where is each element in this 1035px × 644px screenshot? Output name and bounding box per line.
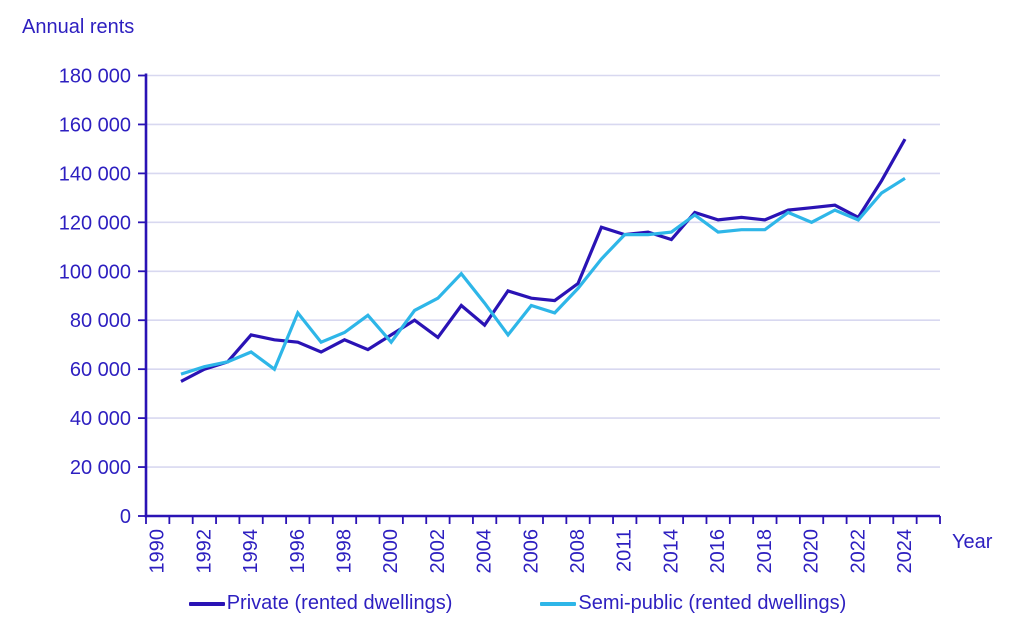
semi-public-line-swatch-icon [540,601,577,606]
x-tick-label: 2016 [707,529,729,574]
series-line-private [180,138,907,383]
x-tick-label: 2022 [847,529,869,574]
x-tick-label: 2020 [801,529,823,574]
x-axis-title: Year [952,531,993,553]
x-tick-label: 1992 [193,529,215,574]
x-tick-label: 2008 [567,529,589,574]
chart-title: Annual rents [22,16,135,38]
x-tick-label: 2000 [380,529,402,574]
x-tick-label: 2014 [660,529,682,574]
x-tick-label: 2004 [474,529,496,574]
y-tick-label: 0 [120,506,131,528]
y-tick-label: 160 000 [59,114,131,136]
private-line-swatch-icon [188,601,225,606]
x-tick-label: 1994 [240,529,262,574]
x-tick-label: 2011 [614,529,636,572]
x-tick-label: 2002 [427,529,449,574]
series-line-semi-public [180,176,906,376]
y-tick-label: 100 000 [59,261,131,283]
y-tick-label: 120 000 [59,212,131,234]
x-tick-label: 1990 [147,529,169,574]
y-tick-label: 140 000 [59,163,131,185]
x-tick-label: 1998 [334,529,356,574]
x-tick-label: 1996 [287,529,309,574]
x-tick-label: 2024 [894,529,916,574]
chart-legend: Private (rented dwellings) Semi-public (… [0,592,1035,615]
y-tick-label: 40 000 [70,408,131,430]
y-tick-label: 80 000 [70,310,131,332]
y-tick-label: 60 000 [70,359,131,381]
legend-item-semi-public: Semi-public (rented dwellings) [540,592,846,615]
x-tick-label: 2006 [520,529,542,574]
legend-label-semi-public: Semi-public (rented dwellings) [578,592,847,614]
y-tick-label: 20 000 [70,457,131,479]
y-tick-label: 180 000 [59,66,131,88]
legend-item-private: Private (rented dwellings) [188,592,453,615]
legend-label-private: Private (rented dwellings) [226,592,453,614]
x-tick-label: 2018 [754,529,776,574]
